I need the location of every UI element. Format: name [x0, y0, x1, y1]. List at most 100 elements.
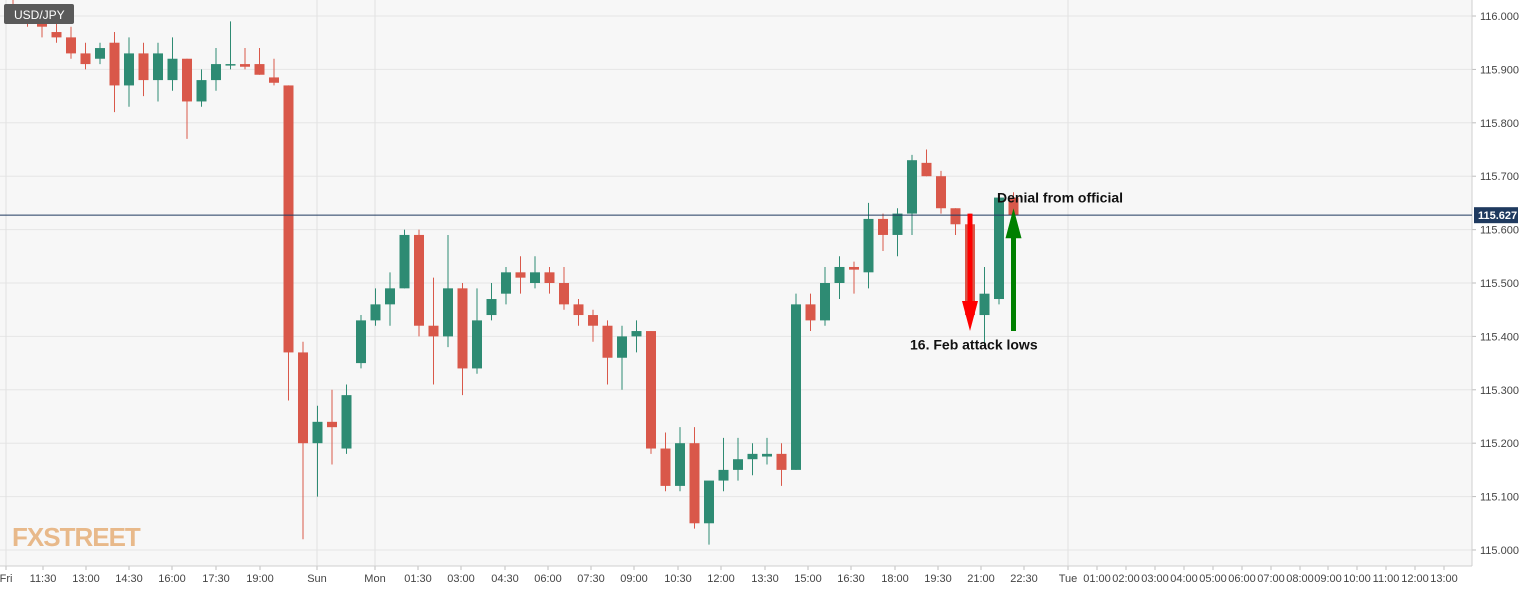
candle-body — [443, 288, 453, 337]
candle-body — [327, 421, 337, 428]
candle-body — [936, 176, 946, 209]
candle — [66, 26, 76, 59]
candle — [631, 320, 642, 353]
candle-body — [472, 320, 482, 369]
y-tick-label: 115.200 — [1480, 438, 1519, 450]
candle-body — [37, 21, 47, 27]
x-tick-label: 04:00 — [1170, 573, 1198, 585]
candle-body — [530, 272, 540, 283]
candle-body — [878, 218, 888, 235]
x-tick-label: 18:00 — [881, 573, 909, 585]
x-tick-label: 07:30 — [577, 573, 605, 585]
x-tick-label: 13:00 — [1430, 573, 1458, 585]
x-tick-label: Fri — [0, 573, 12, 585]
y-tick-label: 115.100 — [1480, 492, 1519, 504]
annotation-label: 16. Feb attack lows — [910, 336, 1038, 352]
candle — [196, 69, 207, 107]
candle-body — [515, 272, 526, 278]
candle — [979, 266, 990, 348]
candle-body — [269, 77, 279, 83]
candle — [834, 256, 845, 300]
candle — [907, 154, 917, 235]
x-tick-label: 08:00 — [1286, 573, 1314, 585]
y-tick-label: 115.900 — [1480, 64, 1519, 76]
candle-body — [907, 160, 917, 214]
candle-body — [51, 32, 62, 38]
x-tick-label: 10:00 — [1343, 573, 1371, 585]
candle-body — [138, 53, 149, 81]
candle — [298, 341, 308, 540]
x-tick-label: 16:30 — [837, 573, 865, 585]
candle-body — [675, 443, 685, 486]
svg-text:FXSTREET: FXSTREET — [12, 522, 141, 552]
candle-body — [182, 58, 192, 102]
candle — [747, 443, 758, 476]
candle — [849, 261, 859, 294]
candle — [646, 331, 656, 454]
candle-body — [776, 453, 787, 470]
candle — [399, 229, 410, 289]
current-price-line: 115.627 — [0, 207, 1518, 224]
candle-body — [994, 197, 1004, 300]
candle-body — [950, 208, 961, 225]
candle — [892, 208, 903, 257]
annotation-arrows — [962, 208, 1022, 332]
candle-body — [704, 480, 714, 524]
candle-body — [66, 37, 76, 54]
x-tick-label: 22:30 — [1010, 573, 1038, 585]
candle — [776, 443, 787, 486]
candle — [327, 389, 337, 465]
x-tick-label: 04:30 — [491, 573, 519, 585]
candle-body — [225, 64, 236, 66]
candle — [443, 234, 453, 348]
candle — [109, 32, 120, 113]
candle-body — [617, 336, 627, 358]
candle — [936, 170, 946, 214]
chart-title: USD/JPY — [14, 8, 65, 22]
candle-body — [80, 53, 91, 65]
y-tick-label: 115.800 — [1480, 118, 1519, 130]
candle-body — [298, 352, 308, 444]
x-tick-label: 13:00 — [72, 573, 100, 585]
candle-body — [921, 162, 932, 177]
candle-body — [196, 80, 207, 102]
candle — [370, 288, 381, 326]
candle-body — [167, 58, 178, 81]
candle-body — [834, 266, 845, 283]
x-tick-label: Sun — [307, 573, 327, 585]
candle — [414, 229, 424, 337]
candle — [182, 58, 192, 139]
annotations: Denial from official 16. Feb attack lows — [910, 190, 1123, 353]
candle-body — [747, 453, 758, 460]
candle — [602, 320, 613, 385]
x-tick-label: 17:30 — [202, 573, 230, 585]
candle — [356, 315, 366, 369]
candle-body — [646, 331, 656, 449]
candle-body — [573, 304, 584, 316]
candle-body — [892, 213, 903, 235]
candle-body — [1008, 197, 1019, 216]
x-tick-label: 07:00 — [1257, 573, 1285, 585]
x-tick-label: 13:30 — [751, 573, 779, 585]
candle — [153, 42, 163, 102]
x-tick-label: 14:30 — [115, 573, 143, 585]
y-tick-label: 116.000 — [1480, 11, 1519, 23]
x-tick-label: 10:30 — [664, 573, 692, 585]
candle-body — [559, 283, 569, 305]
candle — [138, 42, 149, 97]
up-arrow — [1005, 208, 1022, 332]
candle — [124, 37, 134, 107]
candle — [486, 283, 497, 321]
candle — [269, 58, 279, 86]
x-tick-label: 09:00 — [1314, 573, 1342, 585]
candle — [530, 256, 540, 289]
candle — [863, 202, 874, 289]
y-tick-label: 115.000 — [1480, 545, 1519, 557]
candle — [559, 266, 569, 310]
candle — [95, 42, 105, 65]
candle — [820, 266, 830, 326]
candle — [283, 85, 294, 401]
y-tick-label: 115.700 — [1480, 171, 1519, 183]
x-tick-label: 21:00 — [967, 573, 995, 585]
